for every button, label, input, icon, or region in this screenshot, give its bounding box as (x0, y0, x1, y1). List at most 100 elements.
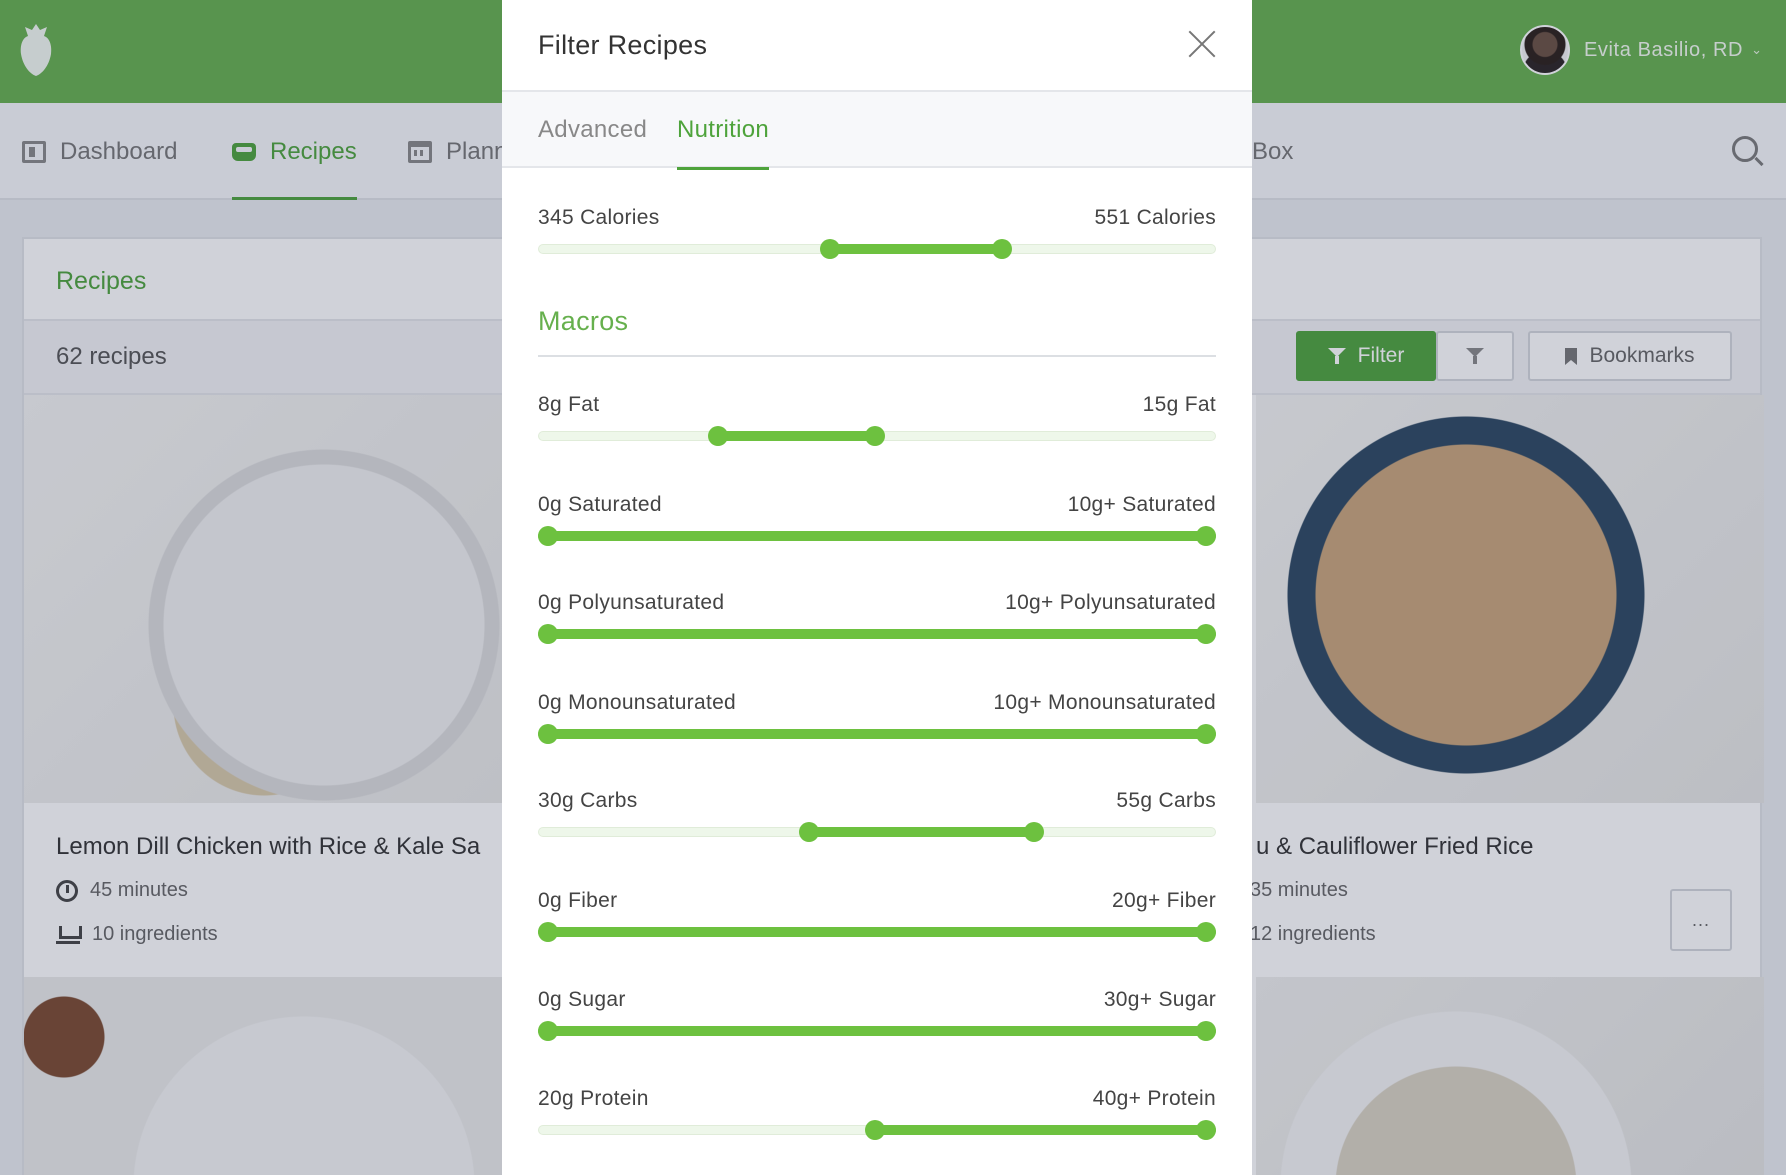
slider-min-handle[interactable] (799, 822, 820, 842)
slider-sugar[interactable]: 0g Sugar 30g+ Sugar (538, 988, 1216, 1058)
close-icon[interactable] (1186, 28, 1218, 60)
recipe-ingredients: 10 ingredients (56, 923, 218, 946)
page-title: Recipes (56, 267, 147, 295)
slider-max-handle[interactable] (1196, 624, 1216, 644)
slider-min-handle[interactable] (538, 624, 558, 644)
slider-max-handle[interactable] (864, 426, 885, 446)
search-icon[interactable] (1732, 136, 1758, 162)
slider-min-label: 8g Fat (538, 393, 600, 416)
slider-max-label: 40g+ Protein (1092, 1087, 1216, 1110)
slider-fat[interactable]: 8g Fat 15g Fat (538, 393, 1216, 463)
modal-header: Filter Recipes (502, 0, 1252, 92)
slider-max-handle[interactable] (1196, 526, 1216, 546)
section-title-macros: Macros (538, 306, 629, 336)
slider-range-fill (538, 729, 1216, 739)
slider-max-label: 30g+ Sugar (1103, 988, 1216, 1011)
beet-logo-icon[interactable] (20, 22, 52, 76)
slider-max-label: 55g Carbs (1116, 789, 1216, 812)
slider-max-handle[interactable] (1196, 1021, 1216, 1041)
modal-title: Filter Recipes (538, 30, 708, 60)
nav-label: Box (1252, 137, 1294, 165)
slider-protein[interactable]: 20g Protein 40g+ Protein (538, 1087, 1216, 1157)
slider-range-fill (717, 431, 875, 441)
recipe-ingredients-value: 12 ingredients (1250, 923, 1376, 945)
slider-max-handle[interactable] (1196, 1120, 1216, 1140)
recipe-title[interactable]: Lemon Dill Chicken with Rice & Kale Sa (56, 833, 481, 860)
chevron-down-icon[interactable]: ⌄ (1751, 42, 1762, 57)
section-divider (538, 355, 1216, 357)
clock-icon (56, 879, 78, 902)
user-name[interactable]: Evita Basilio, RD (1583, 38, 1744, 61)
nav-item-planner[interactable]: Plann (408, 103, 507, 200)
slider-max-label: 10g+ Polyunsaturated (1005, 591, 1216, 614)
slider-min-handle[interactable] (538, 1021, 558, 1041)
slider-saturated[interactable]: 0g Saturated 10g+ Saturated (538, 493, 1216, 563)
slider-range-fill (538, 927, 1216, 937)
cart-icon (56, 925, 82, 944)
clear-filter-icon (1466, 348, 1484, 364)
avatar[interactable] (1519, 25, 1570, 75)
recipe-count: 62 recipes (56, 343, 167, 370)
clear-filter-button[interactable] (1436, 331, 1514, 381)
calendar-icon (408, 140, 432, 163)
slider-range-fill (874, 1125, 1216, 1135)
slider-min-label: 345 Calories (538, 206, 660, 229)
nav-item-recipes[interactable]: Recipes (232, 103, 357, 200)
slider-max-label: 10g+ Monounsaturated (993, 691, 1216, 714)
slider-min-handle[interactable] (538, 526, 558, 546)
slider-max-handle[interactable] (1024, 822, 1045, 842)
nav-label: Recipes (270, 137, 357, 165)
filter-button-label: Filter (1357, 344, 1405, 367)
nav-item-box[interactable]: Box (1252, 103, 1293, 200)
slider-max-label: 15g Fat (1142, 393, 1216, 416)
filter-icon (1327, 348, 1346, 364)
recipe-photo[interactable] (24, 977, 504, 1175)
slider-min-label: 0g Saturated (538, 493, 662, 516)
tab-nutrition[interactable]: Nutrition (677, 92, 770, 170)
slider-min-label: 30g Carbs (538, 789, 638, 812)
recipe-title[interactable]: u & Cauliflower Fried Rice (1256, 833, 1534, 860)
slider-min-handle[interactable] (819, 239, 840, 259)
tab-advanced[interactable]: Advanced (538, 116, 648, 143)
recipe-photo[interactable] (24, 395, 504, 803)
slider-min-label: 0g Monounsaturated (538, 691, 737, 714)
slider-carbs[interactable]: 30g Carbs 55g Carbs (538, 789, 1216, 859)
filter-recipes-modal: Filter Recipes Advanced Nutrition Macros… (502, 0, 1252, 1175)
slider-max-label: 20g+ Fiber (1112, 889, 1216, 912)
modal-tabs: Advanced Nutrition (502, 92, 1252, 170)
slider-min-handle[interactable] (538, 724, 558, 744)
dashboard-icon (22, 140, 46, 163)
slider-max-handle[interactable] (1196, 724, 1216, 744)
user-menu[interactable]: Evita Basilio, RD ⌄ (1519, 25, 1762, 75)
bookmark-icon (1565, 347, 1578, 365)
slider-polyunsaturated[interactable]: 0g Polyunsaturated 10g+ Polyunsaturated (538, 591, 1216, 661)
recipe-time-value: 35 minutes (1250, 879, 1348, 901)
filter-button[interactable]: Filter (1296, 331, 1436, 381)
recipe-time-value: 45 minutes (90, 879, 188, 901)
slider-range-fill (829, 244, 1003, 254)
slider-min-handle[interactable] (707, 426, 728, 446)
recipes-icon (232, 142, 256, 161)
slider-min-label: 0g Sugar (538, 988, 626, 1011)
slider-max-label: 551 Calories (1094, 206, 1216, 229)
slider-min-label: 0g Fiber (538, 889, 618, 912)
recipe-photo[interactable] (1256, 977, 1764, 1175)
slider-fiber[interactable]: 0g Fiber 20g+ Fiber (538, 889, 1216, 959)
nav-label: Dashboard (60, 137, 178, 165)
recipe-ingredients: 12 ingredients (1250, 923, 1376, 946)
slider-calories[interactable]: 345 Calories 551 Calories (538, 206, 1216, 276)
slider-max-handle[interactable] (1196, 922, 1216, 942)
bookmarks-button[interactable]: Bookmarks (1528, 331, 1732, 381)
slider-min-handle[interactable] (864, 1120, 885, 1140)
recipe-time: 35 minutes (1250, 879, 1348, 902)
slider-min-label: 0g Polyunsaturated (538, 591, 725, 614)
slider-min-handle[interactable] (538, 922, 558, 942)
slider-range-fill (538, 531, 1216, 541)
slider-range-fill (809, 827, 1035, 837)
recipe-photo[interactable] (1256, 395, 1764, 803)
more-options-button[interactable]: ... (1670, 889, 1732, 951)
slider-range-fill (538, 1026, 1216, 1036)
slider-monounsaturated[interactable]: 0g Monounsaturated 10g+ Monounsaturated (538, 691, 1216, 761)
nav-item-dashboard[interactable]: Dashboard (22, 103, 177, 200)
slider-max-handle[interactable] (992, 239, 1013, 259)
